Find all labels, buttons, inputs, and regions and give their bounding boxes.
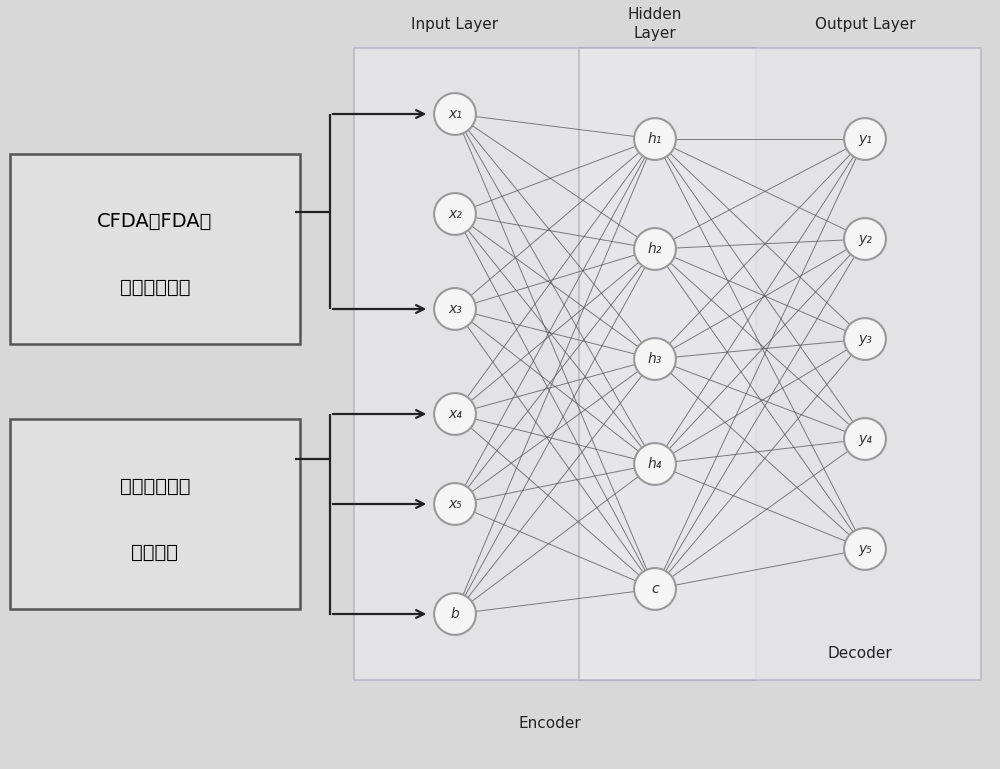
Text: x₅: x₅ xyxy=(448,497,462,511)
FancyBboxPatch shape xyxy=(10,419,300,609)
Text: c: c xyxy=(651,582,659,596)
Circle shape xyxy=(844,528,886,570)
FancyBboxPatch shape xyxy=(579,48,981,680)
Circle shape xyxy=(434,288,476,330)
Circle shape xyxy=(634,443,676,485)
Circle shape xyxy=(434,393,476,435)
Text: x₂: x₂ xyxy=(448,207,462,221)
Text: Decoder: Decoder xyxy=(828,647,892,661)
Circle shape xyxy=(634,338,676,380)
Text: x₁: x₁ xyxy=(448,107,462,121)
Text: Input Layer: Input Layer xyxy=(411,16,499,32)
Text: h₃: h₃ xyxy=(648,352,662,366)
Circle shape xyxy=(634,568,676,610)
Circle shape xyxy=(844,318,886,360)
Text: h₁: h₁ xyxy=(648,132,662,146)
Text: 药品相关信息: 药品相关信息 xyxy=(120,278,190,297)
Circle shape xyxy=(844,418,886,460)
Circle shape xyxy=(434,93,476,135)
Text: Encoder: Encoder xyxy=(519,717,581,731)
Text: y₃: y₃ xyxy=(858,332,872,346)
Circle shape xyxy=(434,593,476,635)
Text: 网上商城药品: 网上商城药品 xyxy=(120,477,190,495)
Text: 销售信息: 销售信息 xyxy=(132,542,178,561)
Text: y₄: y₄ xyxy=(858,432,872,446)
Circle shape xyxy=(844,118,886,160)
Text: y₁: y₁ xyxy=(858,132,872,146)
Text: y₂: y₂ xyxy=(858,232,872,246)
Text: Hidden
Layer: Hidden Layer xyxy=(628,7,682,41)
Circle shape xyxy=(634,228,676,270)
Text: x₃: x₃ xyxy=(448,302,462,316)
Circle shape xyxy=(844,218,886,260)
Text: b: b xyxy=(451,607,459,621)
Text: h₂: h₂ xyxy=(648,242,662,256)
FancyBboxPatch shape xyxy=(354,48,756,680)
Circle shape xyxy=(434,483,476,525)
Circle shape xyxy=(434,193,476,235)
FancyBboxPatch shape xyxy=(10,154,300,344)
Text: Output Layer: Output Layer xyxy=(815,16,915,32)
Text: h₄: h₄ xyxy=(648,457,662,471)
Text: y₅: y₅ xyxy=(858,542,872,556)
Text: CFDA、FDA等: CFDA、FDA等 xyxy=(97,211,213,231)
Circle shape xyxy=(634,118,676,160)
Text: x₄: x₄ xyxy=(448,407,462,421)
